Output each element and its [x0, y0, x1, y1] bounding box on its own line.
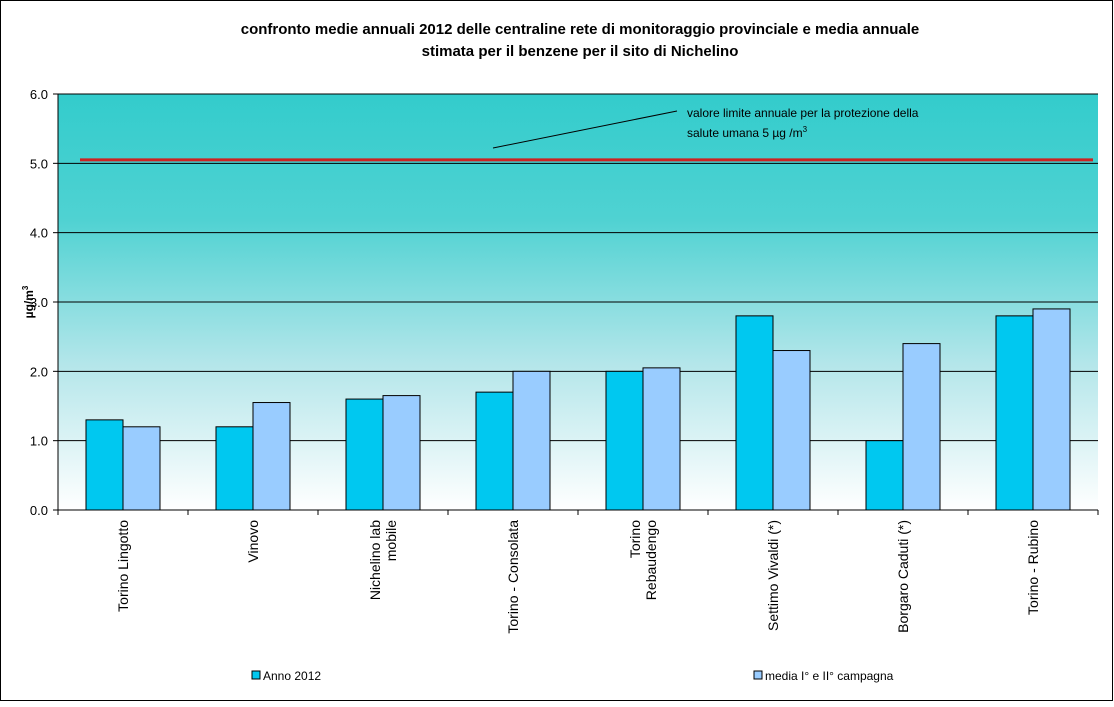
x-axis-labels: Torino Lingotto Vinovo Nichelino lab mobile…: [115, 520, 1041, 634]
y-axis-ticks: 0.0 1.0 2.0 3.0 4.0 5.0 6.0: [30, 87, 58, 518]
bar-media-campagna: [382, 395, 421, 511]
bar-media-campagna: [772, 350, 811, 511]
bar-anno-2012: [865, 440, 904, 511]
legend-label: media I° e II° campagna: [765, 669, 894, 683]
chart-title-line-1: confronto medie annuali 2012 delle centr…: [241, 21, 920, 38]
x-category-label: Vinovo: [245, 520, 261, 563]
bars: [85, 308, 1071, 511]
bar-anno-2012: [605, 370, 644, 511]
y-tick-label: 4.0: [30, 226, 48, 241]
y-axis-label: µg/m3: [21, 285, 36, 318]
x-category-label: Settimo Vivaldi (*): [765, 520, 781, 631]
bar-anno-2012: [215, 426, 254, 511]
annotation-text-line-1: valore limite annuale per la protezione …: [687, 106, 919, 120]
bar-anno-2012: [345, 398, 384, 511]
y-tick-label: 6.0: [30, 87, 48, 102]
legend-label: Anno 2012: [263, 669, 321, 683]
x-category-label: Borgaro Caduti (*): [895, 520, 911, 633]
chart-title-line-2: stimata per il benzene per il sito di Ni…: [422, 43, 739, 60]
x-axis-ticks: [57, 510, 1099, 515]
bar-anno-2012: [995, 315, 1034, 511]
legend: Anno 2012 media I° e II° campagna: [251, 669, 894, 683]
x-category-label: Torino - Rubino: [1025, 520, 1041, 615]
legend-swatch: [251, 670, 261, 680]
bar-media-campagna: [902, 343, 941, 511]
bar-anno-2012: [85, 419, 124, 511]
y-tick-label: 0.0: [30, 503, 48, 518]
x-category-label: Torino: [627, 520, 643, 558]
x-category-label: Rebaudengo: [643, 520, 659, 600]
x-category-label: Torino - Consolata: [505, 520, 521, 634]
y-tick-label: 2.0: [30, 364, 48, 379]
bar-media-campagna: [642, 367, 681, 511]
y-tick-label: 3.0: [30, 295, 48, 310]
bar-anno-2012: [735, 315, 774, 511]
y-tick-label: 1.0: [30, 434, 48, 449]
annotation-pointer-line: [492, 110, 678, 149]
bar-media-campagna: [512, 370, 551, 511]
bar-anno-2012: [475, 391, 514, 511]
bar-media-campagna: [122, 426, 161, 511]
x-category-label: Torino Lingotto: [115, 520, 131, 612]
x-category-label: mobile: [383, 520, 399, 561]
legend-swatch: [753, 670, 763, 680]
bar-media-campagna: [252, 402, 291, 511]
bar-media-campagna: [1032, 308, 1071, 511]
y-tick-label: 5.0: [30, 156, 48, 171]
x-category-label: Nichelino lab: [367, 520, 383, 600]
annotation-text-line-2: salute umana 5 µg /m3: [687, 125, 808, 140]
